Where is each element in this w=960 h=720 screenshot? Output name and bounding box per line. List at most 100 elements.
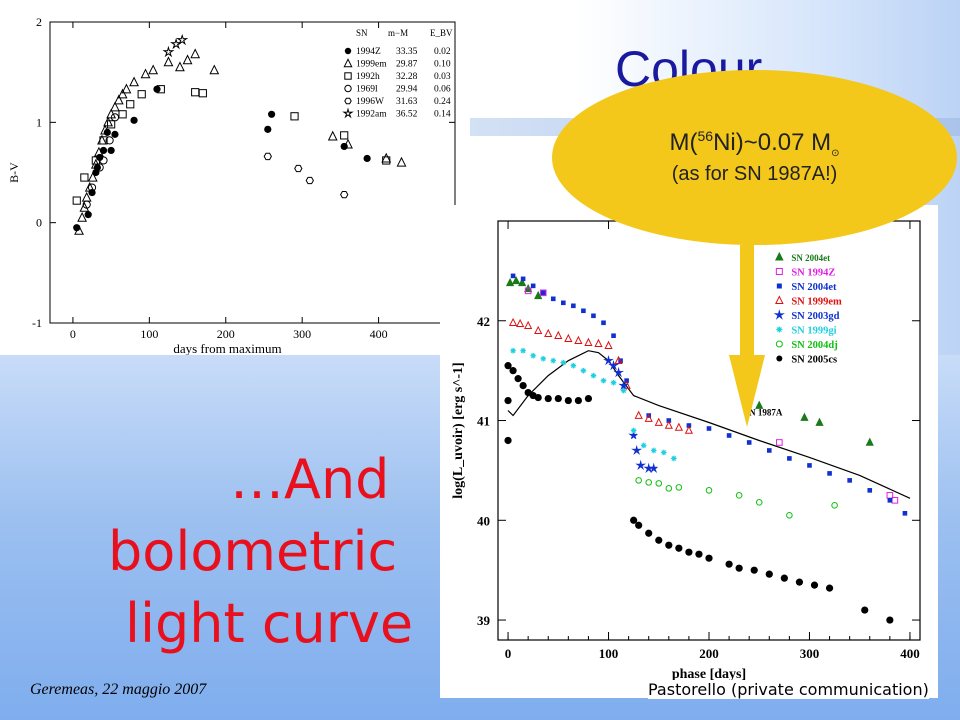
lc-y-tick-label: 41: [477, 414, 490, 429]
lc-point: [524, 320, 533, 330]
bv-point: [363, 154, 371, 163]
bv-point: [190, 48, 201, 59]
lc-point: [564, 396, 572, 405]
bv-point: [163, 56, 174, 67]
bv-point: [137, 90, 146, 99]
lc-point: [534, 393, 542, 402]
bv-point: [79, 201, 90, 212]
bv-legend-ebv: 0.03: [434, 72, 451, 82]
lc-point: [635, 477, 642, 484]
bv-point: [268, 110, 276, 118]
lc-point: [665, 485, 673, 492]
bv-point: [129, 76, 139, 87]
bv-legend-marker: [343, 58, 353, 68]
lc-point: [654, 417, 663, 426]
lc-point: [511, 275, 521, 285]
lc-point: [787, 456, 792, 461]
lc-point: [524, 287, 532, 295]
lc-point: [705, 554, 713, 562]
bv-legend-name: 1994Z: [356, 47, 381, 57]
bv-legend-name: 1969l: [356, 85, 378, 95]
lc-point: [504, 396, 512, 405]
lc-point: [594, 338, 603, 348]
lc-point: [660, 449, 667, 456]
callout-line-1: M(56Ni)~0.07 M⊙: [669, 128, 840, 159]
lc-point: [755, 499, 763, 506]
lc-point: [795, 578, 804, 586]
lc-point: [886, 616, 894, 624]
bv-point: [396, 156, 407, 167]
bv-point: [294, 164, 303, 173]
lc-point: [725, 560, 733, 568]
lc-point: [765, 570, 773, 578]
bv-legend-name: 1996W: [356, 97, 384, 107]
lc-point: [604, 340, 613, 350]
lc-point: [706, 426, 712, 431]
headline-line-2: bolometric: [108, 520, 398, 583]
bv-x-tick-label: 100: [140, 327, 158, 341]
bv-legend-header-sn: SN: [356, 28, 368, 38]
bv-legend-ebv: 0.06: [434, 85, 451, 95]
lc-point: [684, 425, 694, 434]
lc-point: [655, 536, 663, 544]
bv-x-tick-label: 300: [293, 327, 311, 341]
bv-point: [198, 89, 207, 98]
bv-point: [84, 211, 92, 219]
lc-point: [902, 511, 908, 516]
bolometric-chart: 0 100 200 300 400 39 40 41 42 phase [days] log(L_u…: [451, 220, 921, 682]
lc-point: [613, 366, 625, 378]
bv-legend-distance: 32.28: [396, 72, 418, 82]
lc-x-tick-label: 200: [699, 646, 719, 661]
lc-legend-marker: [775, 340, 783, 348]
bv-legend-header-ebv: E_BV: [430, 28, 453, 38]
lc-point: [618, 381, 630, 391]
lc-point: [515, 318, 525, 328]
lc-point: [544, 328, 553, 338]
lc-point: [705, 487, 713, 494]
bv-point: [99, 136, 108, 145]
lc-point: [825, 584, 834, 592]
bv-point: [130, 116, 138, 124]
lc-point: [628, 429, 638, 439]
bv-legend-name: 1992am: [356, 110, 387, 120]
lc-point: [591, 313, 596, 319]
bv-point: [99, 156, 108, 165]
lc-point: [571, 303, 576, 309]
lc-point: [635, 459, 647, 471]
bv-point: [340, 131, 349, 140]
lc-point: [671, 455, 677, 462]
bv-point: [103, 116, 113, 127]
lc-legend-marker: [776, 355, 783, 362]
bv-y-tick-label: 2: [36, 15, 42, 29]
lc-point: [539, 289, 547, 297]
bv-point: [77, 211, 88, 222]
lc-point: [620, 387, 627, 394]
lc-point: [509, 367, 517, 375]
bv-point: [209, 64, 220, 75]
bv-legend-ebv: 0.24: [434, 97, 451, 107]
lc-point: [746, 440, 752, 445]
lc-point: [504, 436, 512, 445]
lc-point: [887, 498, 893, 503]
lc-point: [544, 394, 552, 403]
lc-x-tick-label: 0: [505, 646, 512, 661]
lc-legend-label: SN 2004dj: [791, 340, 837, 351]
lc-point: [590, 372, 597, 379]
lc-point: [564, 333, 573, 343]
lc-legend-label: SN 1999gi: [791, 326, 836, 337]
bv-point: [105, 136, 114, 145]
bv-point: [162, 45, 175, 58]
lc-point: [776, 439, 783, 446]
bv-legend-distance: 36.52: [396, 110, 418, 120]
lc-point: [865, 437, 874, 446]
lc-point: [695, 550, 703, 558]
bv-y-tick-label: 0: [36, 216, 42, 230]
bv-point: [126, 100, 135, 109]
chart-credit: Pastorello (private communication): [648, 680, 929, 699]
lc-point: [807, 463, 812, 468]
lc-legend-label: SN 2005cs: [791, 355, 837, 366]
bv-y-tick-label: 1: [36, 115, 42, 129]
lc-point: [514, 375, 522, 383]
lc-point: [570, 362, 577, 369]
